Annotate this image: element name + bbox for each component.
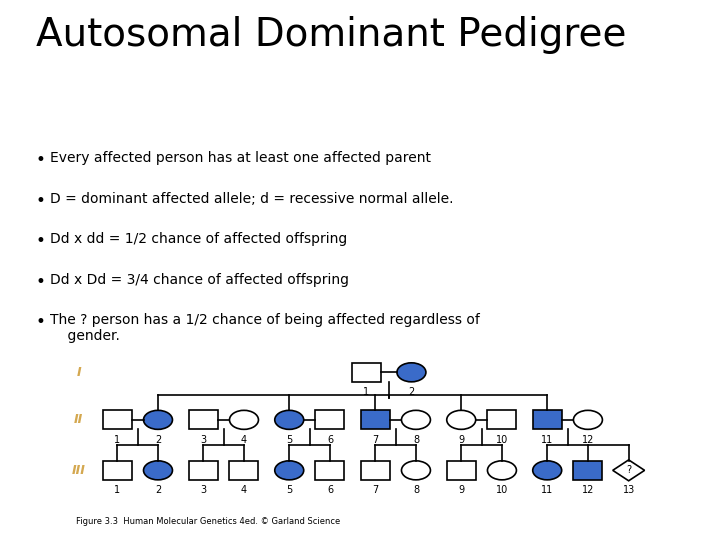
- Bar: [361, 461, 390, 480]
- Bar: [361, 410, 390, 429]
- Bar: [446, 461, 476, 480]
- Text: III: III: [72, 464, 86, 477]
- Bar: [315, 410, 344, 429]
- Text: 3: 3: [200, 435, 207, 445]
- Bar: [103, 410, 132, 429]
- Polygon shape: [613, 460, 644, 481]
- Text: 12: 12: [582, 485, 594, 495]
- Bar: [573, 461, 603, 480]
- Text: 8: 8: [413, 485, 419, 495]
- Text: 13: 13: [623, 485, 635, 495]
- Text: 11: 11: [541, 435, 554, 445]
- Text: 8: 8: [413, 435, 419, 445]
- Text: 6: 6: [327, 435, 333, 445]
- Circle shape: [275, 410, 304, 429]
- Text: Autosomal Dominant Pedigree: Autosomal Dominant Pedigree: [36, 16, 626, 54]
- Text: •: •: [36, 232, 46, 250]
- Bar: [533, 410, 562, 429]
- Text: 3: 3: [200, 485, 207, 495]
- Text: 10: 10: [496, 485, 508, 495]
- Text: The ? person has a 1/2 chance of being affected regardless of
    gender.: The ? person has a 1/2 chance of being a…: [50, 313, 480, 343]
- Circle shape: [573, 410, 603, 429]
- Bar: [189, 410, 217, 429]
- Circle shape: [402, 410, 431, 429]
- Text: 9: 9: [458, 485, 464, 495]
- Text: I: I: [76, 366, 81, 379]
- Bar: [315, 461, 344, 480]
- Circle shape: [143, 410, 173, 429]
- Bar: [351, 363, 381, 382]
- Text: 5: 5: [286, 435, 292, 445]
- Text: Figure 3.3  Human Molecular Genetics 4ed. © Garland Science: Figure 3.3 Human Molecular Genetics 4ed.…: [76, 517, 340, 526]
- Text: 1: 1: [363, 387, 369, 397]
- Circle shape: [143, 461, 173, 480]
- Text: 2: 2: [155, 485, 161, 495]
- Text: 9: 9: [458, 435, 464, 445]
- Text: 4: 4: [241, 485, 247, 495]
- Text: 4: 4: [241, 435, 247, 445]
- Text: II: II: [74, 413, 84, 427]
- Text: D = dominant affected allele; d = recessive normal allele.: D = dominant affected allele; d = recess…: [50, 192, 454, 206]
- Circle shape: [402, 461, 431, 480]
- Text: •: •: [36, 313, 46, 331]
- Text: 6: 6: [327, 485, 333, 495]
- Circle shape: [397, 363, 426, 382]
- Text: Dd x dd = 1/2 chance of affected offspring: Dd x dd = 1/2 chance of affected offspri…: [50, 232, 348, 246]
- Text: 1: 1: [114, 435, 120, 445]
- Text: ?: ?: [626, 465, 631, 475]
- Circle shape: [487, 461, 516, 480]
- Bar: [230, 461, 258, 480]
- Text: 7: 7: [372, 435, 378, 445]
- Text: 12: 12: [582, 435, 594, 445]
- Text: 5: 5: [286, 485, 292, 495]
- Text: Every affected person has at least one affected parent: Every affected person has at least one a…: [50, 151, 431, 165]
- Text: •: •: [36, 192, 46, 210]
- Text: •: •: [36, 273, 46, 291]
- Circle shape: [533, 461, 562, 480]
- Circle shape: [230, 410, 258, 429]
- Bar: [189, 461, 217, 480]
- Bar: [487, 410, 516, 429]
- Text: 11: 11: [541, 485, 554, 495]
- Circle shape: [275, 461, 304, 480]
- Text: 2: 2: [155, 435, 161, 445]
- Text: 1: 1: [114, 485, 120, 495]
- Text: 7: 7: [372, 485, 378, 495]
- Text: Dd x Dd = 3/4 chance of affected offspring: Dd x Dd = 3/4 chance of affected offspri…: [50, 273, 349, 287]
- Text: 10: 10: [496, 435, 508, 445]
- Text: 2: 2: [408, 387, 415, 397]
- Bar: [103, 461, 132, 480]
- Circle shape: [446, 410, 476, 429]
- Text: •: •: [36, 151, 46, 169]
